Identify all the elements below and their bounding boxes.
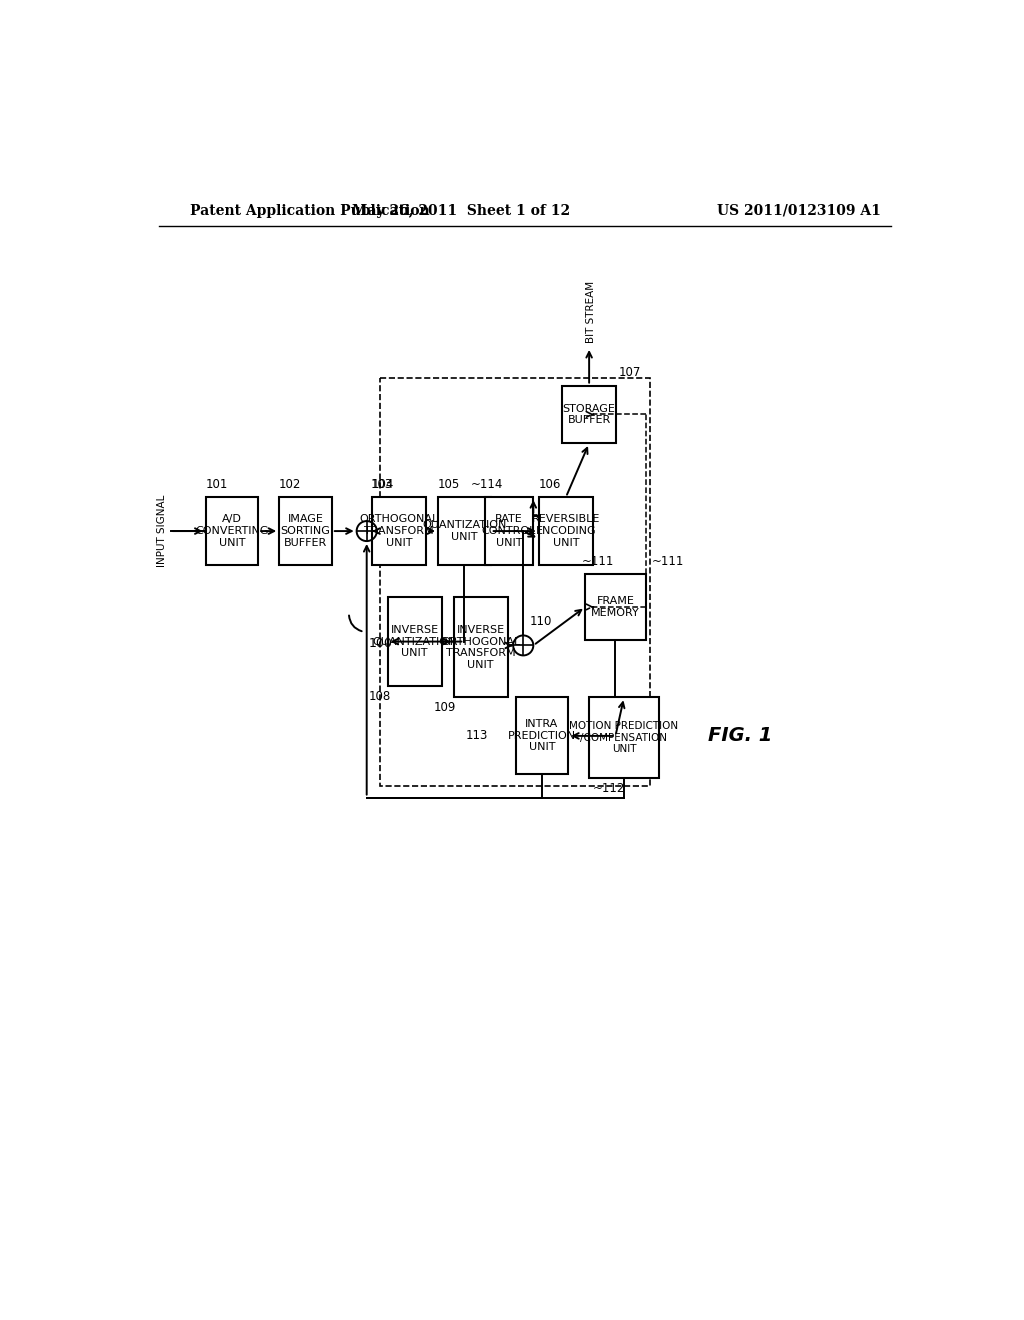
Bar	[388, 597, 442, 686]
Bar	[515, 697, 568, 775]
Text: US 2011/0123109 A1: US 2011/0123109 A1	[717, 203, 881, 218]
Bar	[438, 498, 490, 565]
Text: ~111: ~111	[582, 554, 613, 568]
Text: 100: 100	[369, 638, 392, 651]
Text: INTRA
PREDICTION
UNIT: INTRA PREDICTION UNIT	[508, 719, 575, 752]
Text: A/D
CONVERTING
UNIT: A/D CONVERTING UNIT	[196, 515, 268, 548]
Text: STORAGE
BUFFER: STORAGE BUFFER	[562, 404, 615, 425]
Text: 110: 110	[529, 615, 552, 628]
Text: 102: 102	[280, 478, 301, 491]
Bar	[372, 498, 426, 565]
Text: MOTION PREDICTION
/COMPENSATION
UNIT: MOTION PREDICTION /COMPENSATION UNIT	[569, 721, 679, 755]
Text: 105: 105	[438, 478, 460, 491]
Bar	[589, 697, 658, 779]
Text: INPUT SIGNAL: INPUT SIGNAL	[157, 495, 167, 568]
Text: 104: 104	[372, 478, 394, 491]
Text: FIG. 1: FIG. 1	[708, 726, 772, 746]
Bar	[586, 574, 646, 640]
Text: FRAME
MEMORY: FRAME MEMORY	[591, 597, 640, 618]
Bar	[280, 498, 332, 565]
Bar	[539, 498, 593, 565]
Text: INVERSE
QUANTIZATION
UNIT: INVERSE QUANTIZATION UNIT	[373, 624, 457, 659]
Text: 113: 113	[466, 730, 488, 742]
Bar	[206, 498, 258, 565]
Text: QUANTIZATION
UNIT: QUANTIZATION UNIT	[422, 520, 507, 543]
Text: REVERSIBLE
ENCODING
UNIT: REVERSIBLE ENCODING UNIT	[531, 515, 600, 548]
Text: RATE
CONTROL
UNIT: RATE CONTROL UNIT	[481, 515, 537, 548]
Text: 109: 109	[434, 701, 457, 714]
Text: ~114: ~114	[471, 478, 503, 491]
Text: Patent Application Publication: Patent Application Publication	[190, 203, 430, 218]
Text: 108: 108	[369, 689, 390, 702]
Text: BIT STREAM: BIT STREAM	[587, 281, 596, 343]
Text: 107: 107	[618, 367, 641, 379]
Text: 101: 101	[206, 478, 228, 491]
Bar	[484, 498, 534, 565]
Text: May 26, 2011  Sheet 1 of 12: May 26, 2011 Sheet 1 of 12	[352, 203, 570, 218]
Bar	[380, 378, 649, 785]
Text: ~112: ~112	[593, 781, 626, 795]
Text: IMAGE
SORTING
BUFFER: IMAGE SORTING BUFFER	[281, 515, 331, 548]
Text: ORTHOGONAL
TRANSFORM
UNIT: ORTHOGONAL TRANSFORM UNIT	[359, 515, 439, 548]
Bar	[562, 385, 616, 444]
Text: 106: 106	[539, 478, 561, 491]
Text: ~111: ~111	[652, 554, 684, 568]
Bar	[454, 597, 508, 697]
Text: INVERSE
ORTHOGONAL
TRANSFORM
UNIT: INVERSE ORTHOGONAL TRANSFORM UNIT	[441, 624, 520, 669]
Text: 103: 103	[371, 478, 393, 491]
